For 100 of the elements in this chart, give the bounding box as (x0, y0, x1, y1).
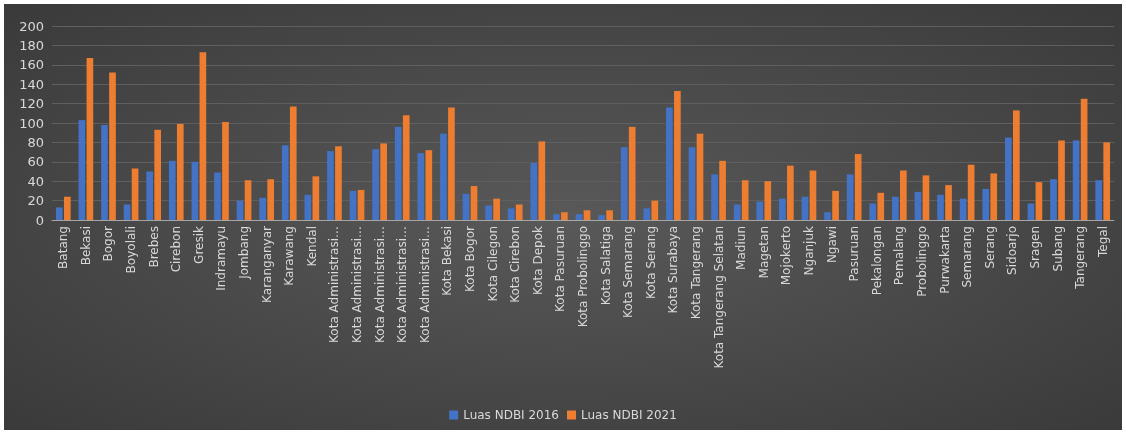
bar (281, 145, 289, 220)
x-tick-label: Tangerang (1073, 226, 1088, 290)
x-tick-label: Kota Depok (530, 225, 545, 296)
x-tick-label: Kota Bogor (463, 225, 478, 292)
bar (1072, 140, 1080, 220)
bar (289, 106, 297, 220)
bar (832, 190, 839, 220)
bar (123, 204, 131, 220)
bar (892, 196, 899, 220)
bar (1080, 98, 1088, 220)
x-tick-label: Bogor (101, 225, 116, 262)
x-tick-label: Kendal (304, 226, 319, 267)
bar (1004, 137, 1012, 220)
x-tick-label: Sragen (1027, 226, 1042, 269)
x-tick-label: Kota Tangerang (688, 226, 703, 320)
bar (222, 122, 229, 220)
bar (733, 204, 741, 220)
bar (176, 123, 184, 220)
x-tick-label: Boyolali (124, 226, 139, 274)
bar (854, 154, 862, 220)
x-tick-label: Bekasi (78, 226, 93, 266)
x-tick-label: Karanganyar (259, 225, 274, 303)
bar (448, 107, 455, 220)
x-tick-label: Kota Cirebon (508, 226, 523, 303)
bar (583, 210, 591, 220)
x-tick-label: Kota Administrasi… (350, 226, 365, 343)
y-tick-label: 160 (19, 57, 44, 73)
bar (335, 146, 342, 220)
bar (86, 58, 94, 220)
bar (824, 212, 831, 220)
x-tick-label: Kota Tangerang Selatan (711, 226, 726, 369)
x-tick-label: Kota Pasuruan (553, 226, 568, 312)
x-tick-label: Batang (56, 226, 71, 269)
bar (666, 107, 673, 220)
bar (394, 126, 402, 220)
bar (922, 175, 930, 220)
y-tick-label: 60 (27, 154, 44, 170)
x-tick-label: Indramayu (214, 226, 229, 291)
x-tick-label: Pekalongan (869, 226, 884, 296)
bar (628, 126, 636, 220)
x-tick-label: Brebes (146, 226, 161, 268)
x-tick-label: Kota Probolinggo (576, 226, 590, 328)
bar (1035, 182, 1043, 220)
x-tick-label: Madiun (734, 226, 749, 270)
x-tick-label: Kota Administrasi… (327, 226, 342, 343)
bar (55, 207, 63, 220)
bar (372, 149, 379, 220)
bar (741, 180, 749, 220)
bar (779, 198, 786, 220)
bar (869, 203, 877, 220)
bar (620, 147, 628, 220)
legend-label: Luas NDBI 2021 (581, 408, 677, 422)
y-tick-label: 80 (27, 134, 44, 150)
bar (643, 208, 651, 220)
x-tick-label: Ngawi (824, 226, 839, 264)
bar (1095, 180, 1103, 220)
bar (349, 190, 357, 220)
bar (357, 189, 365, 220)
bar (877, 192, 885, 220)
bar (1103, 142, 1111, 220)
bar (146, 171, 154, 220)
x-tick-label: Karawang (282, 226, 297, 286)
x-tick-label: Kota Administrasi… (417, 226, 432, 343)
x-tick-label: Kota Administrasi… (395, 226, 410, 343)
y-tick-label: 200 (19, 18, 44, 34)
x-tick-label: Purwakarta (937, 226, 952, 294)
x-tick-label: Semarang (960, 226, 975, 288)
bar (787, 165, 794, 220)
bar (78, 120, 86, 220)
bar (109, 72, 116, 220)
bar (846, 174, 854, 220)
bar (598, 215, 605, 220)
bar (154, 129, 162, 220)
y-tick-label: 180 (19, 37, 44, 53)
x-tick-label: Kota Cilegon (485, 226, 500, 302)
bar (259, 197, 266, 220)
x-tick-label: Jombang (237, 226, 252, 280)
bar (711, 174, 718, 220)
y-tick-label: 100 (19, 115, 44, 131)
y-tick-label: 120 (19, 96, 44, 112)
bar (63, 196, 71, 220)
bar (900, 170, 907, 220)
bar (764, 181, 772, 220)
bar (945, 185, 952, 220)
bar (402, 115, 410, 220)
bar (485, 205, 492, 220)
bar (168, 160, 176, 220)
bar (327, 151, 334, 220)
bar (696, 133, 704, 220)
bar (380, 143, 387, 220)
x-tick-label: Nganjuk (801, 225, 816, 276)
x-tick-label: Kota Bekasi (440, 226, 455, 296)
x-tick-label: Mojokerto (779, 226, 794, 286)
y-tick-label: 140 (19, 76, 44, 92)
bar (674, 90, 681, 220)
x-tick-label: Sidoarjo (1005, 226, 1020, 275)
bar (199, 52, 207, 220)
legend-label: Luas NDBI 2016 (463, 408, 559, 422)
bar (530, 162, 538, 220)
bar (982, 188, 990, 220)
